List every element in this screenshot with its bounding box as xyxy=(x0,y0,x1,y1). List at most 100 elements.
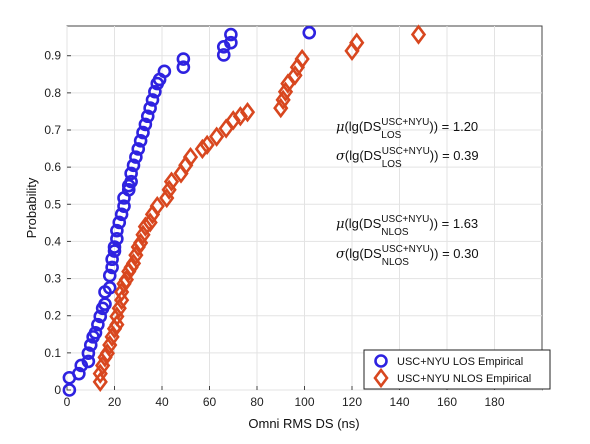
data-point xyxy=(182,146,199,168)
data-point xyxy=(131,142,146,156)
annotation-pre: (lg(DS xyxy=(345,246,382,261)
grid xyxy=(66,26,542,391)
data-point xyxy=(93,309,108,324)
annotation-sup: USC+NYU xyxy=(381,214,429,225)
x-tick-label: 0 xyxy=(64,395,71,409)
data-point xyxy=(88,325,103,340)
y-tick-label: 0.4 xyxy=(44,234,61,248)
data-point xyxy=(199,134,215,156)
x-axis-label: Omni RMS DS (ns) xyxy=(248,416,359,431)
stat-annotation: σ(lg(DSUSC+NYU LOS)) = 0.39 xyxy=(336,146,479,170)
data-point xyxy=(91,317,105,332)
y-tick-label: 0.8 xyxy=(44,86,61,100)
x-tick-label: 100 xyxy=(294,395,314,409)
x-tick-label: 160 xyxy=(437,395,457,409)
data-point xyxy=(294,48,310,70)
data-point xyxy=(209,126,225,147)
x-ticks: 0 20 40 60 80 100 120 140 160 180 xyxy=(64,386,505,409)
annotation-sub: NLOS xyxy=(381,227,409,238)
data-point xyxy=(349,32,365,53)
annotation-sup: USC+NYU xyxy=(382,146,430,157)
stat-annotation: μ(lg(DSUSC+NYU LOS)) = 1.20 xyxy=(336,117,478,141)
data-point xyxy=(83,338,98,352)
annotation-pre: (lg(DS xyxy=(345,148,382,163)
data-point xyxy=(124,166,138,181)
annotation-post: )) = 1.20 xyxy=(429,119,478,134)
y-tick-label: 0.6 xyxy=(44,160,61,174)
data-point xyxy=(110,223,124,238)
y-tick-label: 0.1 xyxy=(44,346,61,360)
stat-annotation: σ(lg(DSUSC+NYU NLOS)) = 0.30 xyxy=(336,244,479,268)
data-point xyxy=(121,183,136,197)
data-point xyxy=(109,314,125,335)
annotation-sub: NLOS xyxy=(382,257,410,268)
data-point xyxy=(124,174,138,189)
data-point xyxy=(107,240,122,254)
data-point xyxy=(105,260,119,275)
data-point xyxy=(145,93,160,107)
series-nlos xyxy=(92,24,427,392)
y-axis-label: Probability xyxy=(24,177,39,238)
legend-box xyxy=(363,349,551,390)
x-tick-label: 20 xyxy=(108,395,122,409)
x-tick-label: 180 xyxy=(484,395,504,409)
data-point xyxy=(137,216,153,237)
data-point xyxy=(232,106,248,127)
x-tick-label: 140 xyxy=(389,395,409,409)
data-point xyxy=(176,60,191,75)
annotation-sup: USC+NYU xyxy=(382,244,430,255)
legend-label: USC+NYU LOS Empirical xyxy=(397,356,523,368)
data-point xyxy=(216,48,231,62)
annotation-post: )) = 0.30 xyxy=(430,246,479,261)
y-tick-label: 0.7 xyxy=(44,123,61,137)
data-point xyxy=(138,117,153,132)
y-tick-label: 0.5 xyxy=(44,197,61,211)
data-point xyxy=(81,354,96,369)
annotation-post: )) = 0.39 xyxy=(430,148,479,163)
data-point xyxy=(239,102,256,123)
data-point xyxy=(110,232,124,246)
legend-marker xyxy=(373,367,389,389)
x-tick-label: 60 xyxy=(203,395,217,409)
y-tick-label: 0.2 xyxy=(44,309,61,323)
annotation-sub: LOS xyxy=(382,159,402,170)
data-point xyxy=(194,138,210,160)
data-point xyxy=(92,371,108,392)
data-point xyxy=(112,215,127,230)
data-point xyxy=(117,199,131,213)
series-los xyxy=(62,25,317,397)
legend-label: USC+NYU NLOS Empirical xyxy=(397,373,531,385)
data-point xyxy=(148,84,162,99)
annotation-prefix: μ xyxy=(336,120,344,135)
data-point xyxy=(410,24,427,45)
annotation-post: )) = 1.63 xyxy=(429,216,478,231)
annotation-pre: (lg(DS xyxy=(344,216,381,231)
y-tick-label: 0.9 xyxy=(44,49,61,63)
y-tick-label: 0.3 xyxy=(44,272,61,286)
data-point xyxy=(176,52,191,66)
annotation-sup: USC+NYU xyxy=(381,117,429,128)
data-point xyxy=(72,366,86,381)
data-point xyxy=(126,158,141,173)
data-point xyxy=(114,207,129,222)
data-point xyxy=(163,171,180,192)
data-point xyxy=(157,64,172,79)
data-point xyxy=(114,289,130,311)
data-point xyxy=(136,125,150,140)
data-point xyxy=(102,268,117,283)
data-point xyxy=(140,109,155,124)
legend: USC+NYU LOS Empirical USC+NYU NLOS Empiri… xyxy=(363,349,551,390)
y-tick-label: 0 xyxy=(54,383,61,397)
annotation-sub: LOS xyxy=(381,130,401,141)
annotation-prefix: μ xyxy=(336,217,344,232)
data-point xyxy=(105,252,119,267)
data-point xyxy=(149,195,165,217)
y-ticks: 0 0.1 0.2 0.3 0.4 0.5 0.6 0.7 0.8 0.9 xyxy=(44,49,71,397)
data-point xyxy=(302,25,317,40)
stat-annotation: μ(lg(DSUSC+NYU NLOS )) = 1.63 xyxy=(336,214,478,238)
data-point xyxy=(133,133,148,148)
x-tick-label: 80 xyxy=(250,395,264,409)
legend-marker xyxy=(374,354,388,368)
x-tick-label: 120 xyxy=(342,395,362,409)
